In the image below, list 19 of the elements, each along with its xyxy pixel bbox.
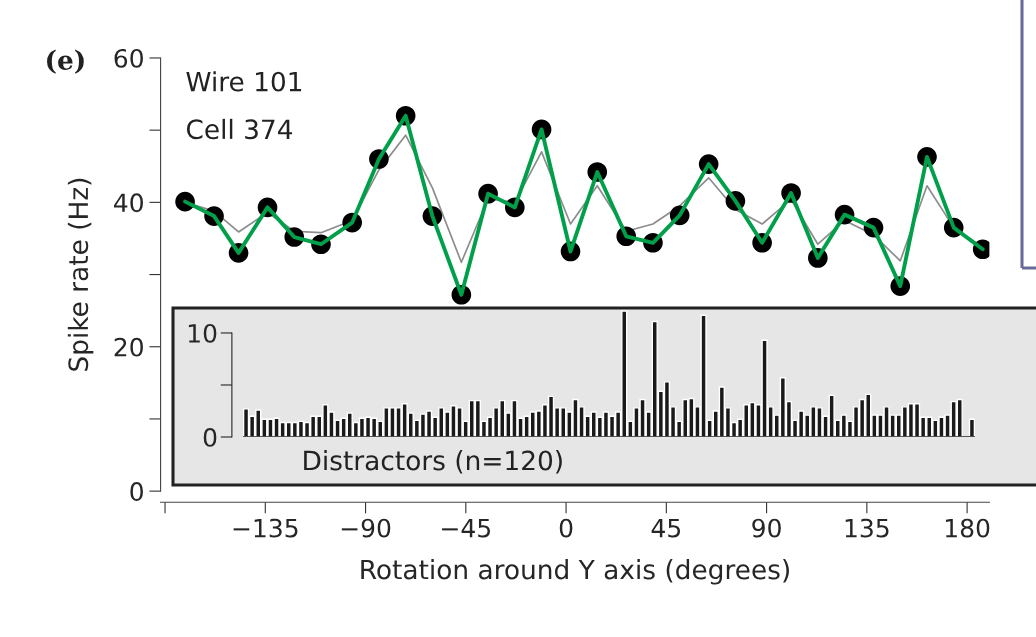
x-tick-label: −135 (233, 518, 298, 538)
x-tick-label: 135 (845, 518, 889, 538)
y-tick-label: 10 (188, 323, 217, 343)
x-axis-title: Rotation around Y axis (degrees) (361, 559, 789, 585)
x-tick-label: 180 (945, 518, 990, 538)
y-tick-label: 20 (114, 337, 143, 357)
y-tick-label: 60 (114, 48, 143, 68)
y-tick-label: 40 (114, 193, 143, 213)
annotation: Wire 101 (186, 71, 302, 92)
annotation: Cell 374 (186, 118, 293, 140)
x-tick-label: 45 (651, 518, 681, 538)
x-tick-label: −45 (442, 518, 490, 538)
y-tick-label: 0 (130, 482, 143, 501)
x-tick-label: 90 (752, 518, 781, 538)
x-axis-title: Distractors (n=120) (304, 450, 562, 474)
x-tick-label: 0 (559, 518, 573, 538)
y-axis-title: Spike rate (Hz) (67, 178, 94, 371)
x-tick-label: −90 (341, 518, 391, 538)
text: (e) (47, 49, 84, 74)
